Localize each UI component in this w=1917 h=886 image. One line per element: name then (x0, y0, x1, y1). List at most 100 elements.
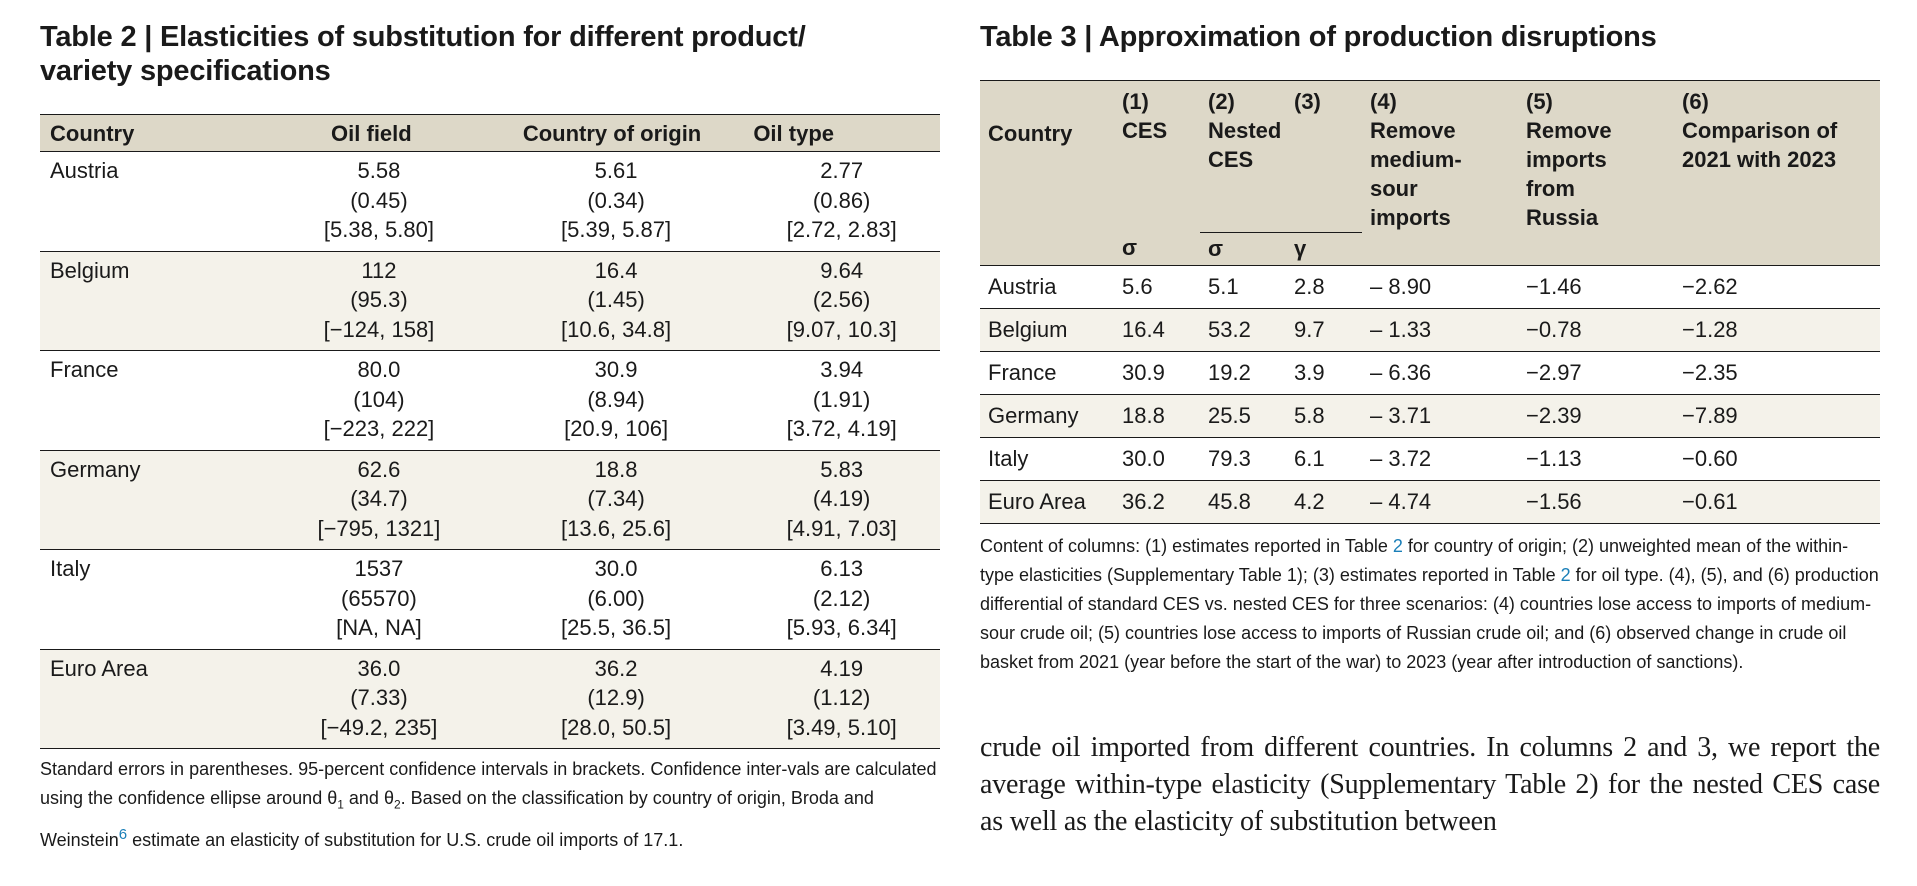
header-col2-label: Nested CES (1208, 118, 1282, 172)
note-text: Standard errors in parentheses. 95-perce… (40, 759, 937, 808)
cell-country: Italy (40, 549, 270, 649)
subheader-col3: γ (1286, 231, 1362, 266)
subheader-col1: σ (1114, 232, 1200, 266)
cell-country-of-origin-estimate: 5.61 (594, 158, 638, 183)
cell-c2: 79.3 (1200, 437, 1286, 481)
cell-oil-field-confidence-interval: [−49.2, 235] (320, 714, 438, 740)
note-subscript: 1 (337, 797, 344, 812)
cell-oil-type-std-error: (1.91) (812, 386, 871, 412)
note-subscript: 2 (393, 797, 401, 812)
cell-c6: −7.89 (1674, 394, 1880, 438)
cell-oil-type-confidence-interval: [9.07, 10.3] (786, 316, 897, 342)
cell-c3: 9.7 (1286, 308, 1362, 352)
cell-oil-field: 62.6 (34.7) [−795, 1321] (269, 450, 489, 550)
cell-oil-type-std-error: (0.86) (812, 187, 871, 213)
subheader-blank (980, 232, 1114, 266)
note-text: . Based on the classification by country… (40, 788, 874, 850)
cell-oil-field-std-error: (7.33) (350, 685, 408, 710)
cell-oil-field: 36.0 (7.33) [−49.2, 235] (269, 649, 489, 749)
header-oil-field: Oil field (269, 114, 489, 152)
header-col4-label: Remove medium-sour imports (1370, 118, 1462, 230)
table2-title-line1: Table 2 | Elasticities of substitution f… (40, 21, 806, 53)
cell-c6: −1.28 (1674, 308, 1880, 352)
header-col1: (1) CES (1114, 80, 1200, 232)
table-row: Italy 30.0 79.3 6.1– 3.72 −1.13 −0.60 (980, 437, 1880, 481)
cell-oil-field-estimate: 62.6 (357, 456, 401, 482)
cell-c3: 2.8 (1286, 265, 1362, 309)
note-text: and θ (343, 788, 394, 808)
cell-oil-field-estimate: 112 (361, 257, 397, 283)
header-col6: (6) Comparison of 2021 with 2023 (1674, 80, 1880, 232)
note-text: for country of origin; (2) unweighted me… (980, 535, 1849, 585)
cell-c1: 18.8 (1114, 394, 1200, 438)
cell-c1: 30.0 (1114, 437, 1200, 481)
reference-link[interactable]: 2 (1560, 564, 1571, 585)
cell-country: Italy (980, 437, 1114, 481)
table2-title: Table 2 | Elasticities of substitution f… (40, 20, 940, 88)
header-col2: (2) Nested CES (1200, 80, 1286, 232)
table2-section: Table 2 | Elasticities of substitution f… (40, 20, 940, 855)
table-row: Austria 5.6 5.1 2.8– 8.90 −1.46 −2.62 (980, 265, 1880, 309)
cell-country-of-origin-std-error: (12.9) (587, 685, 645, 710)
cell-country-of-origin: 30.0 (6.00) [25.5, 36.5] (488, 549, 744, 649)
cell-country: Belgium (40, 251, 270, 351)
cell-country: France (40, 350, 270, 450)
table-row: Germany 18.8 25.5 5.8– 3.71 −2.39 −7.89 (980, 394, 1880, 438)
cell-oil-type-estimate: 5.83 (820, 456, 864, 482)
cell-country-of-origin-confidence-interval: [20.9, 106] (564, 416, 669, 441)
table-row: Belgium 112 (95.3) [−124, 158] 16.4 (1.45) [10… (40, 251, 940, 351)
cell-oil-type-confidence-interval: [3.49, 5.10] (786, 714, 897, 740)
cell-oil-field-std-error: (104) (353, 386, 405, 412)
cell-oil-type: 4.19 (1.12) [3.49, 5.10] (743, 649, 940, 749)
cell-c5: −2.39 (1518, 394, 1674, 438)
cell-oil-type-estimate: 4.19 (820, 655, 864, 681)
cell-country: France (980, 351, 1114, 395)
cell-country: Austria (40, 151, 270, 251)
table-row: France 30.9 19.2 3.9– 6.36 −2.97 −2.35 (980, 351, 1880, 395)
cell-c1: 5.6 (1114, 265, 1200, 309)
cell-c3: 4.2 (1286, 480, 1362, 524)
cell-c6: −0.61 (1674, 480, 1880, 524)
header-col4: (4) Remove medium-sour imports (1362, 80, 1518, 232)
cell-c5: −1.46 (1518, 265, 1674, 309)
cell-oil-type-std-error: (2.56) (812, 287, 871, 312)
cell-country-of-origin-confidence-interval: [13.6, 25.6] (561, 515, 672, 541)
header-country-of-origin: Country of origin (488, 114, 744, 152)
table3-header-row: Country (1) CES (2) Nested CES (3) (4) R… (980, 80, 1880, 232)
table2-body: Austria 5.58 (0.45) [5.38, 5.80] 5.61 (0.34) [… (40, 151, 940, 749)
cell-country: Germany (40, 450, 270, 550)
reference-link[interactable]: 2 (1392, 535, 1403, 556)
cell-c2: 25.5 (1200, 394, 1286, 438)
cell-oil-field-confidence-interval: [NA, NA] (336, 615, 422, 640)
cell-country-of-origin: 16.4 (1.45) [10.6, 34.8] (488, 251, 744, 351)
cell-c1: 36.2 (1114, 480, 1200, 524)
cell-country: Austria (980, 265, 1114, 309)
cell-c2: 19.2 (1200, 351, 1286, 395)
cell-oil-type-estimate: 2.77 (820, 158, 864, 183)
cell-c6: −0.60 (1674, 437, 1880, 481)
subheader-blank (1362, 232, 1518, 266)
header-col5: (5) Remove imports from Russia (1518, 80, 1674, 232)
cell-oil-type-confidence-interval: [4.91, 7.03] (786, 515, 897, 541)
cell-oil-type-estimate: 9.64 (820, 257, 864, 283)
subheader-blank (1518, 232, 1674, 266)
table2-header-row: Country Oil field Country of origin Oil … (40, 114, 940, 152)
reference-link[interactable]: 6 (118, 825, 128, 843)
cell-country-of-origin-std-error: (0.34) (587, 187, 645, 213)
table3: Country (1) CES (2) Nested CES (3) (4) R… (980, 80, 1880, 524)
header-col4-number: (4) (1370, 89, 1397, 114)
body-paragraph: crude oil imported from different countr… (980, 731, 1880, 837)
cell-oil-field: 80.0 (104) [−223, 222] (269, 350, 489, 450)
cell-c5: −1.56 (1518, 480, 1674, 524)
cell-country-of-origin-estimate: 36.2 (594, 655, 638, 681)
table3-note: Content of columns: (1) estimates report… (980, 532, 1880, 677)
cell-c1: 30.9 (1114, 351, 1200, 395)
cell-c6: −2.35 (1674, 351, 1880, 395)
table-row: Germany 62.6 (34.7) [−795, 1321] 18.8 (7.34) [… (40, 450, 940, 550)
cell-country-of-origin-std-error: (1.45) (587, 287, 645, 312)
cell-oil-field-std-error: (65570) (341, 585, 417, 611)
cell-country-of-origin: 5.61 (0.34) [5.39, 5.87] (488, 151, 744, 251)
cell-c3: 5.8 (1286, 394, 1362, 438)
cell-oil-field: 1537 (65570) [NA, NA] (269, 549, 489, 649)
header-col1-number: (1) (1122, 89, 1149, 114)
